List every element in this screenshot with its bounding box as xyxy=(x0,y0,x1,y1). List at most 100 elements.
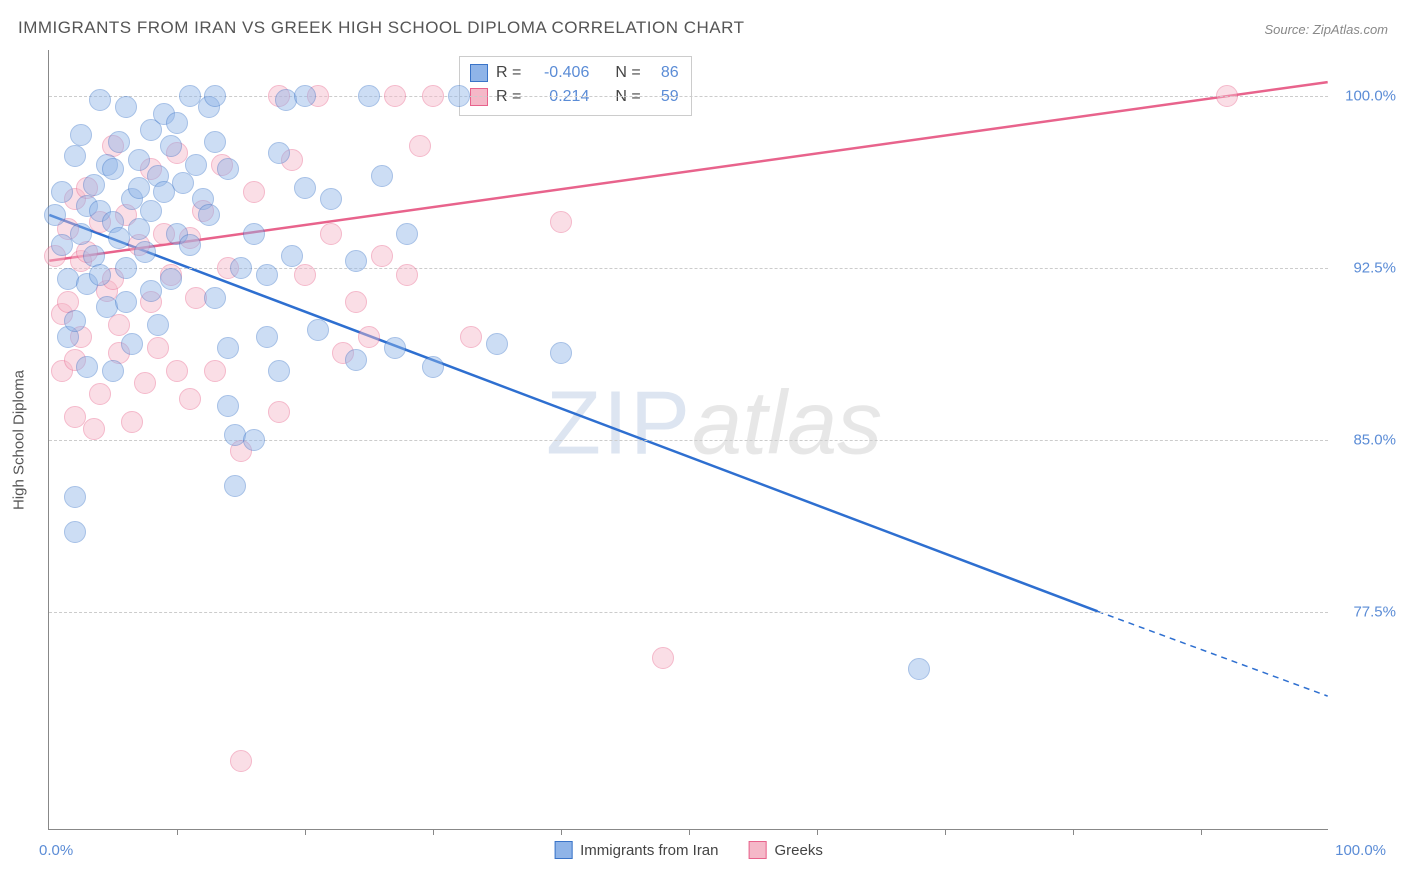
data-point xyxy=(121,411,143,433)
x-tick xyxy=(433,829,434,835)
data-point xyxy=(76,356,98,378)
x-tick xyxy=(1201,829,1202,835)
watermark-atlas: atlas xyxy=(692,373,882,473)
data-point xyxy=(204,131,226,153)
data-point xyxy=(358,326,380,348)
data-point xyxy=(128,177,150,199)
data-point xyxy=(460,326,482,348)
data-point xyxy=(243,223,265,245)
data-point xyxy=(147,314,169,336)
data-point xyxy=(550,342,572,364)
legend-item-greeks: Greeks xyxy=(749,841,823,859)
data-point xyxy=(64,521,86,543)
data-point xyxy=(108,131,130,153)
data-point xyxy=(166,112,188,134)
y-axis-label: High School Diploma xyxy=(11,369,28,509)
bottom-legend: Immigrants from Iran Greeks xyxy=(554,841,823,859)
data-point xyxy=(134,372,156,394)
data-point xyxy=(320,223,342,245)
data-point xyxy=(204,287,226,309)
data-point xyxy=(217,158,239,180)
data-point xyxy=(44,204,66,226)
data-point xyxy=(345,349,367,371)
data-point xyxy=(268,142,290,164)
data-point xyxy=(486,333,508,355)
data-point xyxy=(204,360,226,382)
data-point xyxy=(70,124,92,146)
data-point xyxy=(179,234,201,256)
data-point xyxy=(281,245,303,267)
data-point xyxy=(198,204,220,226)
gridline xyxy=(49,612,1328,613)
legend-item-iran: Immigrants from Iran xyxy=(554,841,718,859)
x-tick xyxy=(305,829,306,835)
data-point xyxy=(89,383,111,405)
data-point xyxy=(64,310,86,332)
data-point xyxy=(147,337,169,359)
data-point xyxy=(102,360,124,382)
stats-legend-box: R = -0.406 N = 86 R = 0.214 N = 59 xyxy=(459,56,692,116)
data-point xyxy=(448,85,470,107)
data-point xyxy=(371,165,393,187)
data-point xyxy=(204,85,226,107)
data-point xyxy=(268,401,290,423)
data-point xyxy=(243,429,265,451)
data-point xyxy=(345,291,367,313)
y-tick-label: 77.5% xyxy=(1353,604,1396,621)
x-axis-min-label: 0.0% xyxy=(39,842,73,859)
data-point xyxy=(172,172,194,194)
data-point xyxy=(230,750,252,772)
data-point xyxy=(179,388,201,410)
data-point xyxy=(89,264,111,286)
data-point xyxy=(307,319,329,341)
data-point xyxy=(294,85,316,107)
data-point xyxy=(320,188,342,210)
legend-swatch-greeks xyxy=(749,841,767,859)
r-value-greeks: 0.214 xyxy=(529,85,589,109)
source-label: Source: ZipAtlas.com xyxy=(1264,22,1388,37)
data-point xyxy=(140,280,162,302)
chart-title: IMMIGRANTS FROM IRAN VS GREEK HIGH SCHOO… xyxy=(18,18,745,38)
n-label: N = xyxy=(615,85,640,109)
r-label: R = xyxy=(496,61,521,85)
legend-label-iran: Immigrants from Iran xyxy=(580,842,718,859)
data-point xyxy=(384,337,406,359)
gridline xyxy=(49,96,1328,97)
data-point xyxy=(409,135,431,157)
data-point xyxy=(64,486,86,508)
data-point xyxy=(128,218,150,240)
data-point xyxy=(294,264,316,286)
data-point xyxy=(160,135,182,157)
data-point xyxy=(652,647,674,669)
data-point xyxy=(256,264,278,286)
series-swatch-iran xyxy=(470,64,488,82)
data-point xyxy=(217,395,239,417)
data-point xyxy=(1216,85,1238,107)
data-point xyxy=(160,268,182,290)
watermark-zip: ZIP xyxy=(546,373,692,473)
data-point xyxy=(268,360,290,382)
stats-row: R = 0.214 N = 59 xyxy=(470,85,679,109)
data-point xyxy=(256,326,278,348)
legend-label-greeks: Greeks xyxy=(775,842,823,859)
data-point xyxy=(550,211,572,233)
data-point xyxy=(217,337,239,359)
watermark: ZIPatlas xyxy=(546,372,882,475)
data-point xyxy=(115,257,137,279)
data-point xyxy=(134,241,156,263)
x-tick xyxy=(561,829,562,835)
data-point xyxy=(89,89,111,111)
y-tick-label: 92.5% xyxy=(1353,259,1396,276)
data-point xyxy=(422,356,444,378)
r-label: R = xyxy=(496,85,521,109)
data-point xyxy=(51,234,73,256)
data-point xyxy=(115,291,137,313)
plot-area: High School Diploma ZIPatlas R = -0.406 … xyxy=(48,50,1328,830)
data-point xyxy=(224,475,246,497)
x-tick xyxy=(1073,829,1074,835)
data-point xyxy=(128,149,150,171)
data-point xyxy=(83,174,105,196)
x-tick xyxy=(945,829,946,835)
r-value-iran: -0.406 xyxy=(529,61,589,85)
data-point xyxy=(371,245,393,267)
